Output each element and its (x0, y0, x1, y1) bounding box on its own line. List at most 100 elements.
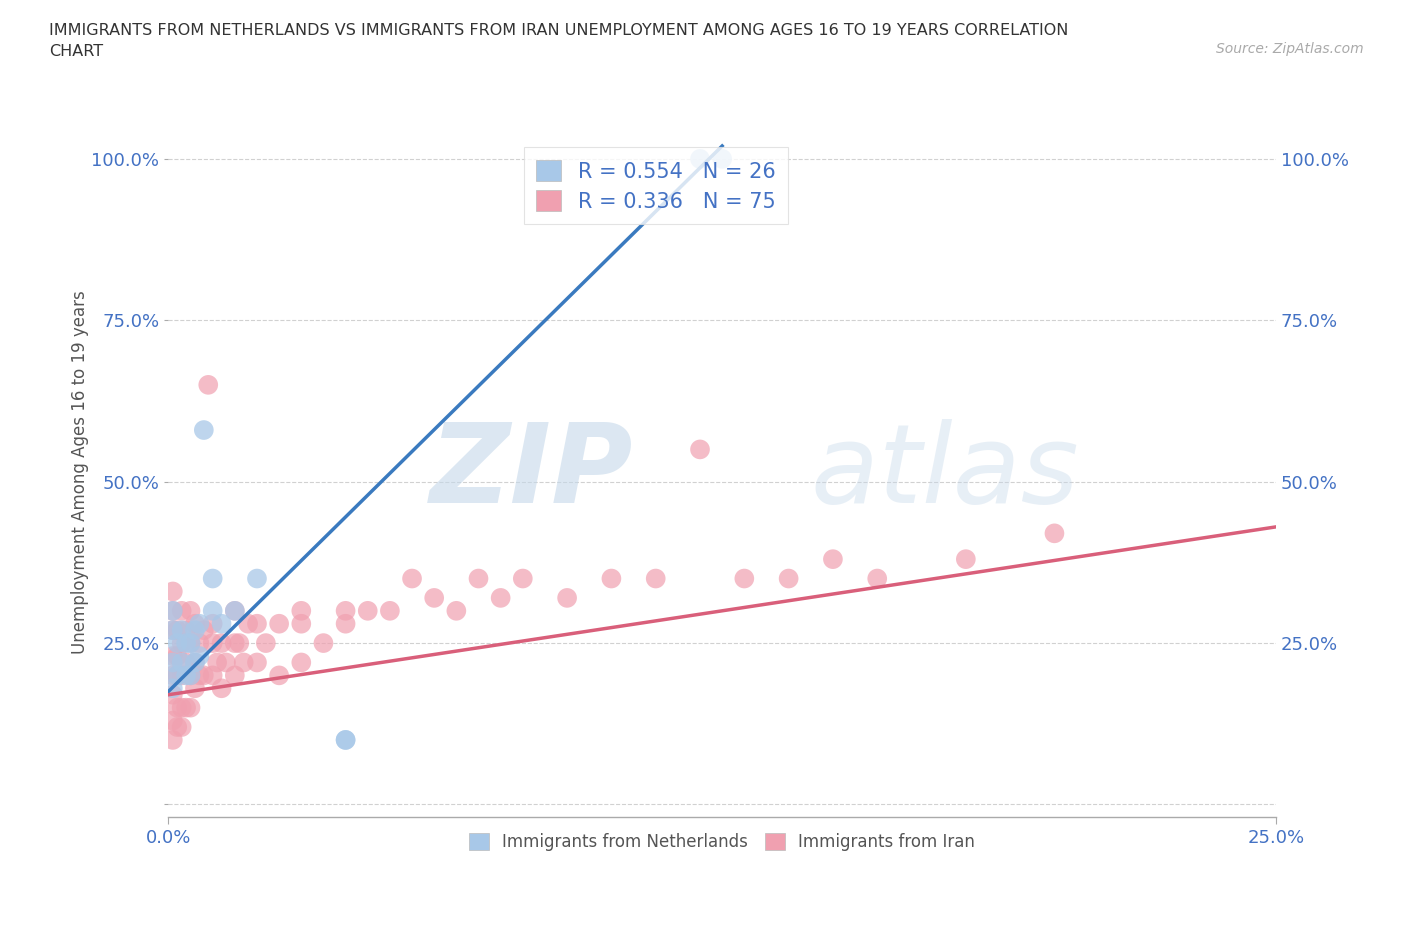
Point (224, 635, 246, 650)
Point (555, 591, 578, 605)
Y-axis label: Unemployment Among Ages 16 to 19 years: Unemployment Among Ages 16 to 19 years (72, 290, 89, 654)
Point (166, 635, 188, 650)
Point (162, 668, 184, 683)
Point (174, 700, 197, 715)
Point (162, 655, 184, 670)
Point (211, 617, 233, 631)
Point (162, 604, 184, 618)
Legend: Immigrants from Netherlands, Immigrants from Iran: Immigrants from Netherlands, Immigrants … (463, 826, 981, 857)
Point (170, 635, 193, 650)
Point (215, 655, 238, 670)
Point (162, 623, 184, 638)
Point (180, 635, 202, 650)
Point (211, 635, 233, 650)
Point (166, 668, 188, 683)
Point (170, 700, 193, 715)
Point (269, 668, 291, 683)
Point (201, 635, 224, 650)
Point (193, 668, 215, 683)
Point (188, 617, 211, 631)
Point (166, 623, 188, 638)
Point (162, 713, 184, 728)
Point (162, 681, 184, 696)
Point (290, 617, 312, 631)
Point (188, 635, 211, 650)
Point (689, 152, 711, 166)
Point (162, 733, 184, 748)
Point (600, 571, 623, 586)
Point (166, 720, 188, 735)
Point (335, 733, 357, 748)
Text: Source: ZipAtlas.com: Source: ZipAtlas.com (1216, 42, 1364, 56)
Point (162, 687, 184, 702)
Point (201, 604, 224, 618)
Point (254, 635, 277, 650)
Point (193, 623, 215, 638)
Point (224, 668, 246, 683)
Point (201, 668, 224, 683)
Point (467, 571, 489, 586)
Point (211, 681, 233, 696)
Point (821, 551, 844, 566)
Point (246, 617, 269, 631)
Point (180, 668, 202, 683)
Point (224, 604, 246, 618)
Point (174, 655, 197, 670)
Point (180, 668, 202, 683)
Point (180, 635, 202, 650)
Point (1043, 525, 1066, 540)
Point (188, 668, 211, 683)
Point (778, 571, 800, 586)
Point (201, 571, 224, 586)
Point (166, 648, 188, 663)
Point (246, 571, 269, 586)
Point (644, 571, 666, 586)
Point (335, 604, 357, 618)
Point (170, 720, 193, 735)
Point (205, 655, 228, 670)
Point (446, 604, 468, 618)
Point (180, 604, 202, 618)
Point (188, 648, 211, 663)
Point (335, 617, 357, 631)
Point (184, 655, 207, 670)
Point (269, 617, 291, 631)
Text: atlas: atlas (811, 418, 1080, 525)
Text: IMMIGRANTS FROM NETHERLANDS VS IMMIGRANTS FROM IRAN UNEMPLOYMENT AMONG AGES 16 T: IMMIGRANTS FROM NETHERLANDS VS IMMIGRANT… (49, 23, 1069, 60)
Point (170, 655, 193, 670)
Point (246, 655, 269, 670)
Point (166, 668, 188, 683)
Point (162, 623, 184, 638)
Point (335, 733, 357, 748)
Point (312, 635, 335, 650)
Text: ZIP: ZIP (430, 418, 634, 525)
Point (170, 604, 193, 618)
Point (170, 668, 193, 683)
Point (689, 442, 711, 457)
Point (290, 655, 312, 670)
Point (174, 623, 197, 638)
Point (512, 571, 534, 586)
Point (184, 617, 207, 631)
Point (866, 571, 889, 586)
Point (162, 584, 184, 599)
Point (378, 604, 401, 618)
Point (357, 604, 380, 618)
Point (184, 623, 207, 638)
Point (197, 378, 219, 392)
Point (711, 152, 734, 166)
Point (170, 623, 193, 638)
Point (166, 700, 188, 715)
Point (180, 700, 202, 715)
Point (228, 635, 250, 650)
Point (184, 655, 207, 670)
Point (174, 635, 197, 650)
Point (162, 648, 184, 663)
Point (201, 617, 224, 631)
Point (224, 604, 246, 618)
Point (184, 681, 207, 696)
Point (193, 422, 215, 437)
Point (232, 655, 254, 670)
Point (423, 591, 446, 605)
Point (489, 591, 512, 605)
